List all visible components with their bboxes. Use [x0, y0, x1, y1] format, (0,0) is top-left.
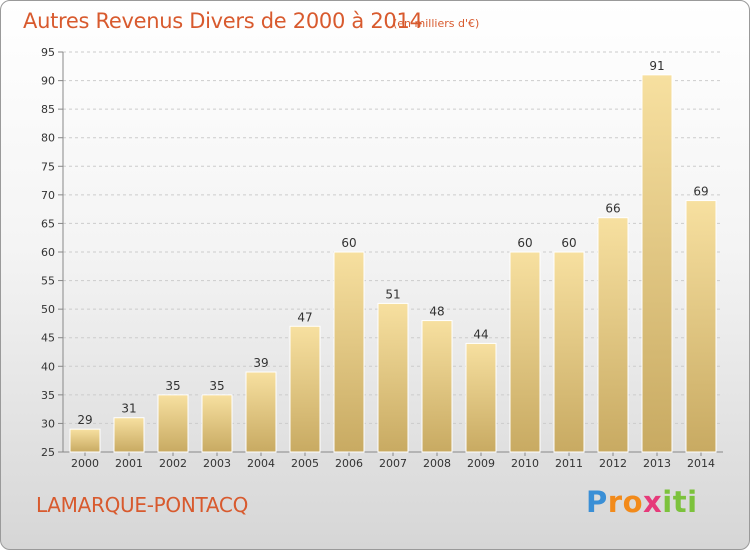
value-label-2013: 91 — [649, 59, 664, 73]
x-tick-label-2005: 2005 — [291, 457, 319, 470]
y-tick-label: 90 — [41, 75, 55, 88]
y-tick-label: 50 — [41, 303, 55, 316]
bar-2009 — [465, 342, 497, 453]
y-tick-label: 45 — [41, 332, 55, 345]
x-tick-label-2002: 2002 — [159, 457, 187, 470]
value-label-2001: 31 — [121, 402, 136, 416]
bar-2001 — [113, 417, 145, 453]
y-tick-label: 80 — [41, 132, 55, 145]
x-tick-label-2008: 2008 — [423, 457, 451, 470]
y-tick-label: 40 — [41, 360, 55, 373]
value-label-2008: 48 — [429, 305, 444, 319]
x-tick-label-2003: 2003 — [203, 457, 231, 470]
x-tick-label-2013: 2013 — [643, 457, 671, 470]
value-label-2002: 35 — [165, 379, 180, 393]
x-tick-label-2009: 2009 — [467, 457, 495, 470]
y-tick-label: 65 — [41, 217, 55, 230]
bar-2005 — [289, 325, 321, 453]
commune-name: LAMARQUE-PONTACQ — [36, 493, 249, 517]
bar-2004 — [245, 371, 277, 453]
y-tick-label: 70 — [41, 189, 55, 202]
bar-2013 — [641, 74, 673, 453]
x-tick-label-2000: 2000 — [71, 457, 99, 470]
y-tick-label: 30 — [41, 417, 55, 430]
chart-title: Autres Revenus Divers de 2000 à 2014 — [23, 9, 423, 33]
value-label-2007: 51 — [385, 287, 400, 301]
bar-2012 — [597, 217, 629, 453]
x-tick-label-2007: 2007 — [379, 457, 407, 470]
bar-2008 — [421, 320, 453, 453]
value-label-2005: 47 — [297, 310, 312, 324]
x-tick-label-2006: 2006 — [335, 457, 363, 470]
value-label-2010: 60 — [517, 236, 532, 250]
x-tick-label-2012: 2012 — [599, 457, 627, 470]
bar-2000 — [69, 428, 101, 453]
bar-2011 — [553, 251, 585, 453]
x-tick-label-2014: 2014 — [687, 457, 715, 470]
y-tick-label: 95 — [41, 46, 55, 59]
y-tick-label: 55 — [41, 275, 55, 288]
y-tick-label: 60 — [41, 246, 55, 259]
value-label-2009: 44 — [473, 327, 488, 341]
bar-2007 — [377, 302, 409, 453]
x-tick-label-2001: 2001 — [115, 457, 143, 470]
bar-2003 — [201, 394, 233, 453]
bars — [69, 74, 717, 453]
x-tick-label-2010: 2010 — [511, 457, 539, 470]
x-tick-label-2011: 2011 — [555, 457, 583, 470]
value-label-2003: 35 — [209, 379, 224, 393]
x-tick-label-2004: 2004 — [247, 457, 275, 470]
y-tick-label: 85 — [41, 103, 55, 116]
value-label-2004: 39 — [253, 356, 268, 370]
chart-subtitle: (en milliers d'€) — [393, 17, 480, 30]
y-tick-label: 75 — [41, 160, 55, 173]
y-tick-label: 35 — [41, 389, 55, 402]
bar-2006 — [333, 251, 365, 453]
value-label-2006: 60 — [341, 236, 356, 250]
value-label-2011: 60 — [561, 236, 576, 250]
proxiti-logo: Proxiti — [586, 485, 698, 519]
y-tick-label: 25 — [41, 446, 55, 459]
value-label-2012: 66 — [605, 202, 620, 216]
bar-2002 — [157, 394, 189, 453]
bar-2010 — [509, 251, 541, 453]
labels: 25 30 35 40 45 50 55 60 65 70 75 80 85 90 95 29 2000 31 20… — [41, 46, 715, 470]
value-label-2000: 29 — [77, 413, 92, 427]
bar-2014 — [685, 200, 717, 453]
value-label-2014: 69 — [693, 185, 708, 199]
